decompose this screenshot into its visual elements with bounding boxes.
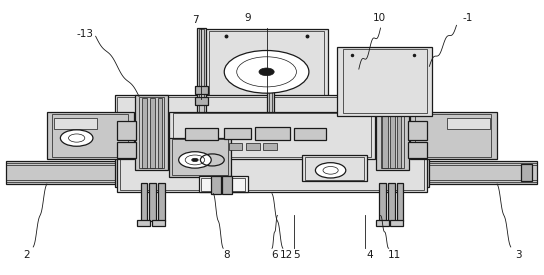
Bar <box>263 143 277 150</box>
Bar <box>152 220 165 226</box>
Circle shape <box>316 163 346 178</box>
Bar <box>201 178 245 191</box>
Bar <box>222 176 232 194</box>
Bar <box>294 128 326 140</box>
Text: 9: 9 <box>244 13 251 23</box>
Bar <box>388 183 394 221</box>
Bar <box>120 156 424 190</box>
Bar <box>142 98 147 167</box>
Bar <box>376 220 389 226</box>
Bar <box>267 54 274 121</box>
Bar <box>302 155 367 181</box>
Circle shape <box>178 152 211 168</box>
Text: 2: 2 <box>23 250 30 260</box>
Bar <box>141 183 147 221</box>
Bar <box>379 183 386 221</box>
Bar <box>415 114 491 157</box>
Bar <box>209 31 324 105</box>
Bar <box>228 143 242 150</box>
Bar <box>224 128 251 139</box>
Bar <box>118 121 137 140</box>
Bar <box>205 29 329 108</box>
Bar <box>337 47 432 116</box>
Bar <box>54 118 97 129</box>
Circle shape <box>60 130 93 146</box>
Bar <box>211 176 221 194</box>
Text: 4: 4 <box>366 250 373 260</box>
Bar <box>390 98 395 167</box>
Text: 10: 10 <box>373 13 386 23</box>
Bar <box>376 95 409 170</box>
Bar <box>138 220 151 226</box>
Bar <box>410 111 497 160</box>
Bar <box>195 97 208 105</box>
Bar <box>407 121 426 140</box>
Bar <box>397 98 401 167</box>
Bar <box>139 97 164 168</box>
Bar <box>407 142 426 158</box>
Bar <box>305 157 364 180</box>
Bar <box>382 98 387 167</box>
Bar <box>521 164 533 181</box>
Bar <box>115 95 429 121</box>
Bar <box>6 161 537 184</box>
Bar <box>47 111 134 160</box>
Text: 5: 5 <box>293 250 300 260</box>
Bar <box>6 165 537 180</box>
Bar <box>150 183 156 221</box>
Bar <box>195 86 208 94</box>
Bar <box>172 139 228 175</box>
Bar <box>118 142 137 158</box>
Bar <box>115 157 429 187</box>
Bar <box>380 97 404 168</box>
Text: 8: 8 <box>223 250 230 260</box>
Text: 3: 3 <box>516 250 522 260</box>
Bar <box>158 183 165 221</box>
Circle shape <box>224 51 309 93</box>
Bar <box>269 54 272 120</box>
Text: 6: 6 <box>271 250 277 260</box>
Text: 7: 7 <box>191 15 198 25</box>
Bar <box>390 220 403 226</box>
Bar <box>169 138 231 177</box>
Text: -1: -1 <box>462 13 473 23</box>
Text: 11: 11 <box>387 250 401 260</box>
Bar <box>197 28 206 121</box>
Bar <box>199 29 203 120</box>
Bar <box>447 118 490 129</box>
Bar <box>343 50 426 113</box>
Bar <box>169 111 375 160</box>
Bar <box>118 97 426 119</box>
Circle shape <box>191 158 198 162</box>
Bar <box>135 95 168 170</box>
Bar <box>118 154 426 192</box>
Bar <box>185 128 218 140</box>
Bar <box>6 163 537 182</box>
Text: -13: -13 <box>76 29 94 38</box>
Bar <box>52 114 128 157</box>
Circle shape <box>259 68 274 76</box>
Bar <box>158 98 163 167</box>
Bar <box>255 127 290 140</box>
Bar <box>246 143 259 150</box>
Text: 12: 12 <box>280 250 293 260</box>
Bar <box>397 183 403 221</box>
Bar <box>173 113 371 157</box>
Bar <box>199 176 248 192</box>
Bar <box>150 98 156 167</box>
